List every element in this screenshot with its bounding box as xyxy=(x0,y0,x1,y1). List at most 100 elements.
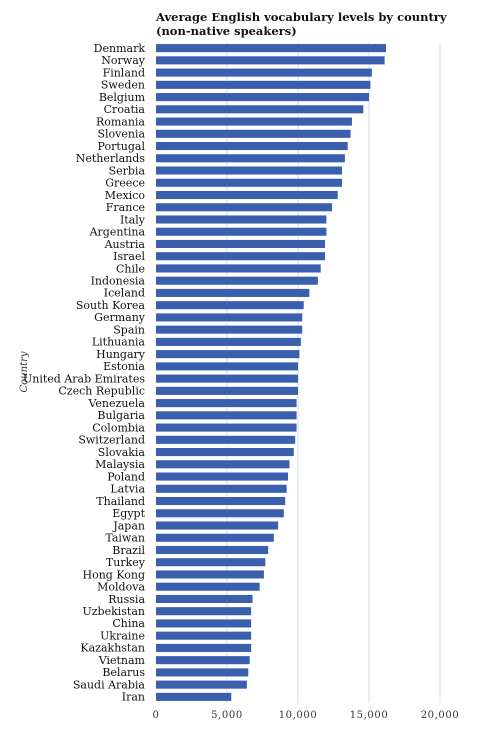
bar xyxy=(156,570,264,579)
bar xyxy=(156,619,252,628)
bar xyxy=(156,374,298,383)
bars xyxy=(156,44,387,701)
category-label: Bulgaria xyxy=(97,409,145,422)
bar xyxy=(156,350,300,359)
category-label: Slovakia xyxy=(98,446,146,459)
category-label: Denmark xyxy=(94,42,146,55)
category-label: Turkey xyxy=(106,556,146,569)
category-label: Taiwan xyxy=(105,532,145,545)
bar xyxy=(156,607,252,616)
category-label: Iran xyxy=(122,691,145,704)
bar xyxy=(156,44,387,53)
category-label: Hong Kong xyxy=(82,568,145,581)
bar xyxy=(156,154,345,163)
bar xyxy=(156,166,343,175)
x-tick-label: 15,000 xyxy=(350,710,389,721)
category-label: Colombia xyxy=(92,421,145,434)
x-tick-label: 20,000 xyxy=(421,710,460,721)
bar xyxy=(156,509,284,518)
category-label: Mexico xyxy=(105,189,146,202)
category-label: Vietnam xyxy=(98,654,146,667)
bar xyxy=(156,448,294,457)
category-label: Italy xyxy=(120,213,146,226)
category-label: Moldova xyxy=(97,581,145,594)
bar xyxy=(156,692,232,701)
category-label: Czech Republic xyxy=(58,385,145,398)
category-label: Austria xyxy=(104,238,146,251)
bar xyxy=(156,129,351,138)
grid-lines xyxy=(226,42,441,703)
category-label: Japan xyxy=(112,519,145,532)
category-label: Thailand xyxy=(96,495,145,508)
bar xyxy=(156,239,325,249)
category-label: Serbia xyxy=(109,164,146,177)
category-label: Belarus xyxy=(102,666,145,679)
x-tick-labels: 0 5,000 10,000 15,000 20,000 xyxy=(153,710,460,721)
bar xyxy=(156,582,260,591)
bar xyxy=(156,472,289,481)
bar xyxy=(156,56,385,65)
bar xyxy=(156,264,321,273)
category-label: Finland xyxy=(103,66,145,79)
category-label: Egypt xyxy=(112,507,145,520)
bar xyxy=(156,117,352,126)
category-label: Chile xyxy=(116,262,145,275)
bar xyxy=(156,252,325,261)
bar xyxy=(156,680,247,689)
bar xyxy=(156,288,310,297)
bar xyxy=(156,215,327,224)
category-label: United Arab Emirates xyxy=(23,372,145,385)
category-label: Spain xyxy=(113,323,145,336)
y-axis-label: Country xyxy=(19,351,30,392)
category-label: Malaysia xyxy=(95,458,145,471)
category-label: Netherlands xyxy=(76,152,146,165)
category-label: Norway xyxy=(101,54,145,67)
bar xyxy=(156,68,372,77)
category-label: Croatia xyxy=(104,103,146,116)
bar xyxy=(156,435,296,444)
bar xyxy=(156,399,297,408)
bar xyxy=(156,93,369,102)
category-label: Saudi Arabia xyxy=(73,678,146,691)
category-label: Germany xyxy=(94,311,146,324)
bar xyxy=(156,411,297,420)
bar xyxy=(156,313,303,322)
bar xyxy=(156,594,253,603)
category-label: China xyxy=(112,617,145,630)
bar xyxy=(156,178,343,187)
x-tick-label: 10,000 xyxy=(279,710,318,721)
category-label: Kazakhstan xyxy=(80,642,145,655)
chart-title: Average English vocabulary levels by cou… xyxy=(155,10,447,24)
category-label: Hungary xyxy=(96,348,146,361)
bar xyxy=(156,190,338,200)
bar xyxy=(156,105,364,114)
bar xyxy=(156,643,252,652)
category-label: Uzbekistan xyxy=(82,605,145,618)
x-tick-label: 5,000 xyxy=(211,710,243,721)
category-label: Israel xyxy=(113,250,145,263)
bar xyxy=(156,142,348,151)
category-label: Portugal xyxy=(98,140,146,153)
x-tick-label: 0 xyxy=(153,710,160,721)
bar xyxy=(156,203,333,212)
bar xyxy=(156,301,304,310)
category-label: Romania xyxy=(96,115,145,128)
category-label: France xyxy=(106,201,145,214)
category-label: Brazil xyxy=(112,544,145,557)
category-label: Greece xyxy=(105,177,145,190)
category-label: Estonia xyxy=(103,360,145,373)
bar xyxy=(156,533,274,542)
bar xyxy=(156,325,303,334)
bar xyxy=(156,386,298,395)
category-label: Slovenia xyxy=(97,128,145,141)
bar xyxy=(156,484,287,493)
category-label: Sweden xyxy=(101,79,145,92)
bar xyxy=(156,668,249,677)
category-label: Russia xyxy=(108,593,145,606)
bar xyxy=(156,545,269,555)
category-label: Poland xyxy=(107,470,145,483)
category-labels: DenmarkNorwayFinlandSwedenBelgiumCroatia… xyxy=(23,42,146,704)
bar xyxy=(156,276,318,285)
category-label: Latvia xyxy=(110,483,145,496)
